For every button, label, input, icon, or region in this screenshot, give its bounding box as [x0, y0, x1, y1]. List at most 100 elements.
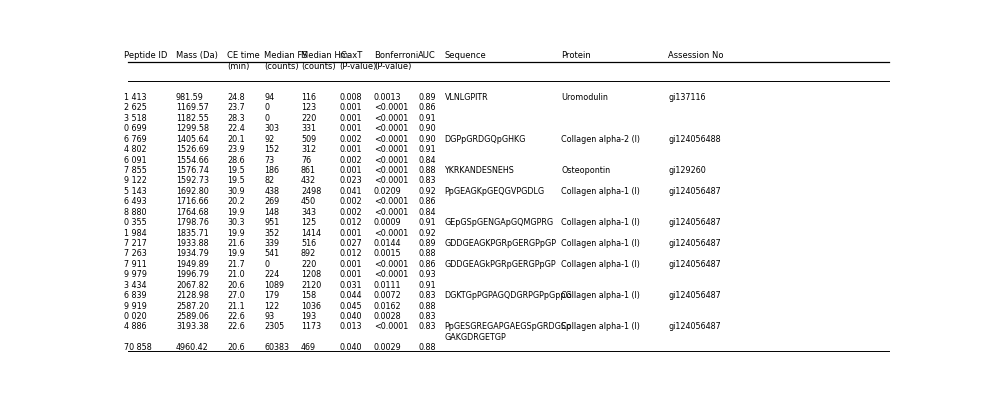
- Text: 432: 432: [301, 176, 316, 185]
- Text: 1576.74: 1576.74: [176, 166, 209, 175]
- Text: 0.0009: 0.0009: [374, 218, 402, 227]
- Text: 4960.42: 4960.42: [176, 343, 209, 352]
- Text: 9 122: 9 122: [124, 176, 147, 185]
- Text: GEpGSpGENGApGQMGPRG: GEpGSpGENGApGQMGPRG: [445, 218, 553, 227]
- Text: 0.013: 0.013: [340, 322, 362, 332]
- Text: gi124056487: gi124056487: [668, 239, 722, 248]
- Text: 0.001: 0.001: [340, 114, 362, 123]
- Text: Collagen alpha-1 (I): Collagen alpha-1 (I): [561, 260, 640, 269]
- Text: 1089: 1089: [264, 281, 284, 290]
- Text: 9 919: 9 919: [124, 302, 147, 311]
- Text: 92: 92: [264, 135, 274, 144]
- Text: 0.91: 0.91: [419, 218, 436, 227]
- Text: 220: 220: [301, 114, 316, 123]
- Text: 0.89: 0.89: [419, 93, 436, 102]
- Text: 269: 269: [264, 197, 279, 206]
- Text: 179: 179: [264, 291, 279, 300]
- Text: 0.0144: 0.0144: [374, 239, 401, 248]
- Text: 23.7: 23.7: [228, 103, 246, 112]
- Text: 20.2: 20.2: [228, 197, 246, 206]
- Text: VLNLGPITR: VLNLGPITR: [445, 93, 488, 102]
- Text: 1716.66: 1716.66: [176, 197, 209, 206]
- Text: 2 625: 2 625: [124, 103, 147, 112]
- Text: 0.0209: 0.0209: [374, 187, 402, 196]
- Text: 1 984: 1 984: [124, 229, 147, 237]
- Text: 2589.06: 2589.06: [176, 312, 209, 321]
- Text: 30.9: 30.9: [228, 187, 245, 196]
- Text: 0.012: 0.012: [340, 249, 362, 258]
- Text: 21.0: 21.0: [228, 270, 245, 279]
- Text: 0.88: 0.88: [419, 249, 436, 258]
- Text: <0.0001: <0.0001: [374, 135, 408, 144]
- Text: 1526.69: 1526.69: [176, 145, 209, 154]
- Text: 22.4: 22.4: [228, 124, 246, 133]
- Text: 1554.66: 1554.66: [176, 156, 209, 164]
- Text: 0.83: 0.83: [419, 312, 436, 321]
- Text: 7 217: 7 217: [124, 239, 147, 248]
- Text: 1414: 1414: [301, 229, 321, 237]
- Text: GDDGEAGkPGRpGERGPpGP: GDDGEAGkPGRpGERGPpGP: [445, 260, 556, 269]
- Text: Sequence: Sequence: [445, 51, 486, 60]
- Text: <0.0001: <0.0001: [374, 229, 408, 237]
- Text: 19.5: 19.5: [228, 166, 246, 175]
- Text: gi124056488: gi124056488: [668, 135, 721, 144]
- Text: 0.001: 0.001: [340, 270, 362, 279]
- Text: 0: 0: [264, 114, 269, 123]
- Text: 224: 224: [264, 270, 279, 279]
- Text: 1182.55: 1182.55: [176, 114, 209, 123]
- Text: 0.045: 0.045: [340, 302, 362, 311]
- Text: 3193.38: 3193.38: [176, 322, 209, 332]
- Text: 4 802: 4 802: [124, 145, 147, 154]
- Text: 21.7: 21.7: [228, 260, 246, 269]
- Text: 0.040: 0.040: [340, 312, 362, 321]
- Text: 22.6: 22.6: [228, 312, 246, 321]
- Text: 1692.80: 1692.80: [176, 187, 209, 196]
- Text: CE time
(min): CE time (min): [228, 51, 260, 71]
- Text: 0.0015: 0.0015: [374, 249, 402, 258]
- Text: 3 518: 3 518: [124, 114, 147, 123]
- Text: 1934.79: 1934.79: [176, 249, 209, 258]
- Text: 0.0111: 0.0111: [374, 281, 401, 290]
- Text: gi124056487: gi124056487: [668, 260, 722, 269]
- Text: 1996.79: 1996.79: [176, 270, 209, 279]
- Text: 0.027: 0.027: [340, 239, 362, 248]
- Text: <0.0001: <0.0001: [374, 260, 408, 269]
- Text: PpGESGREGAPGAEGSpGRDGSp
GAKGDRGETGP: PpGESGREGAPGAEGSpGRDGSp GAKGDRGETGP: [445, 322, 571, 342]
- Text: 1949.89: 1949.89: [176, 260, 209, 269]
- Text: <0.0001: <0.0001: [374, 156, 408, 164]
- Text: gi124056487: gi124056487: [668, 322, 722, 332]
- Text: Protein: Protein: [561, 51, 591, 60]
- Text: Collagen alpha-2 (I): Collagen alpha-2 (I): [561, 135, 641, 144]
- Text: 469: 469: [301, 343, 316, 352]
- Text: 343: 343: [301, 208, 316, 217]
- Text: 21.6: 21.6: [228, 239, 245, 248]
- Text: 2067.82: 2067.82: [176, 281, 209, 290]
- Text: gi124056487: gi124056487: [668, 291, 722, 300]
- Text: 0 355: 0 355: [124, 218, 147, 227]
- Text: 125: 125: [301, 218, 316, 227]
- Text: 1173: 1173: [301, 322, 321, 332]
- Text: PpGEAGKpGEQGVPGDLG: PpGEAGKpGEQGVPGDLG: [445, 187, 544, 196]
- Text: Mass (Da): Mass (Da): [176, 51, 218, 60]
- Text: 0 699: 0 699: [124, 124, 147, 133]
- Text: 303: 303: [264, 124, 279, 133]
- Text: 0.023: 0.023: [340, 176, 362, 185]
- Text: 0.89: 0.89: [419, 239, 436, 248]
- Text: gi124056487: gi124056487: [668, 218, 722, 227]
- Text: 73: 73: [264, 156, 274, 164]
- Text: 0.83: 0.83: [419, 291, 436, 300]
- Text: 30.3: 30.3: [228, 218, 245, 227]
- Text: 0.001: 0.001: [340, 103, 362, 112]
- Text: <0.0001: <0.0001: [374, 208, 408, 217]
- Text: 20.6: 20.6: [228, 281, 245, 290]
- Text: 516: 516: [301, 239, 316, 248]
- Text: 19.9: 19.9: [228, 229, 246, 237]
- Text: Uromodulin: Uromodulin: [561, 93, 608, 102]
- Text: <0.0001: <0.0001: [374, 166, 408, 175]
- Text: Collagen alpha-1 (I): Collagen alpha-1 (I): [561, 322, 640, 332]
- Text: 20.1: 20.1: [228, 135, 245, 144]
- Text: Median FS
(counts): Median FS (counts): [264, 51, 308, 71]
- Text: 312: 312: [301, 145, 316, 154]
- Text: 0.91: 0.91: [419, 114, 436, 123]
- Text: 20.6: 20.6: [228, 343, 245, 352]
